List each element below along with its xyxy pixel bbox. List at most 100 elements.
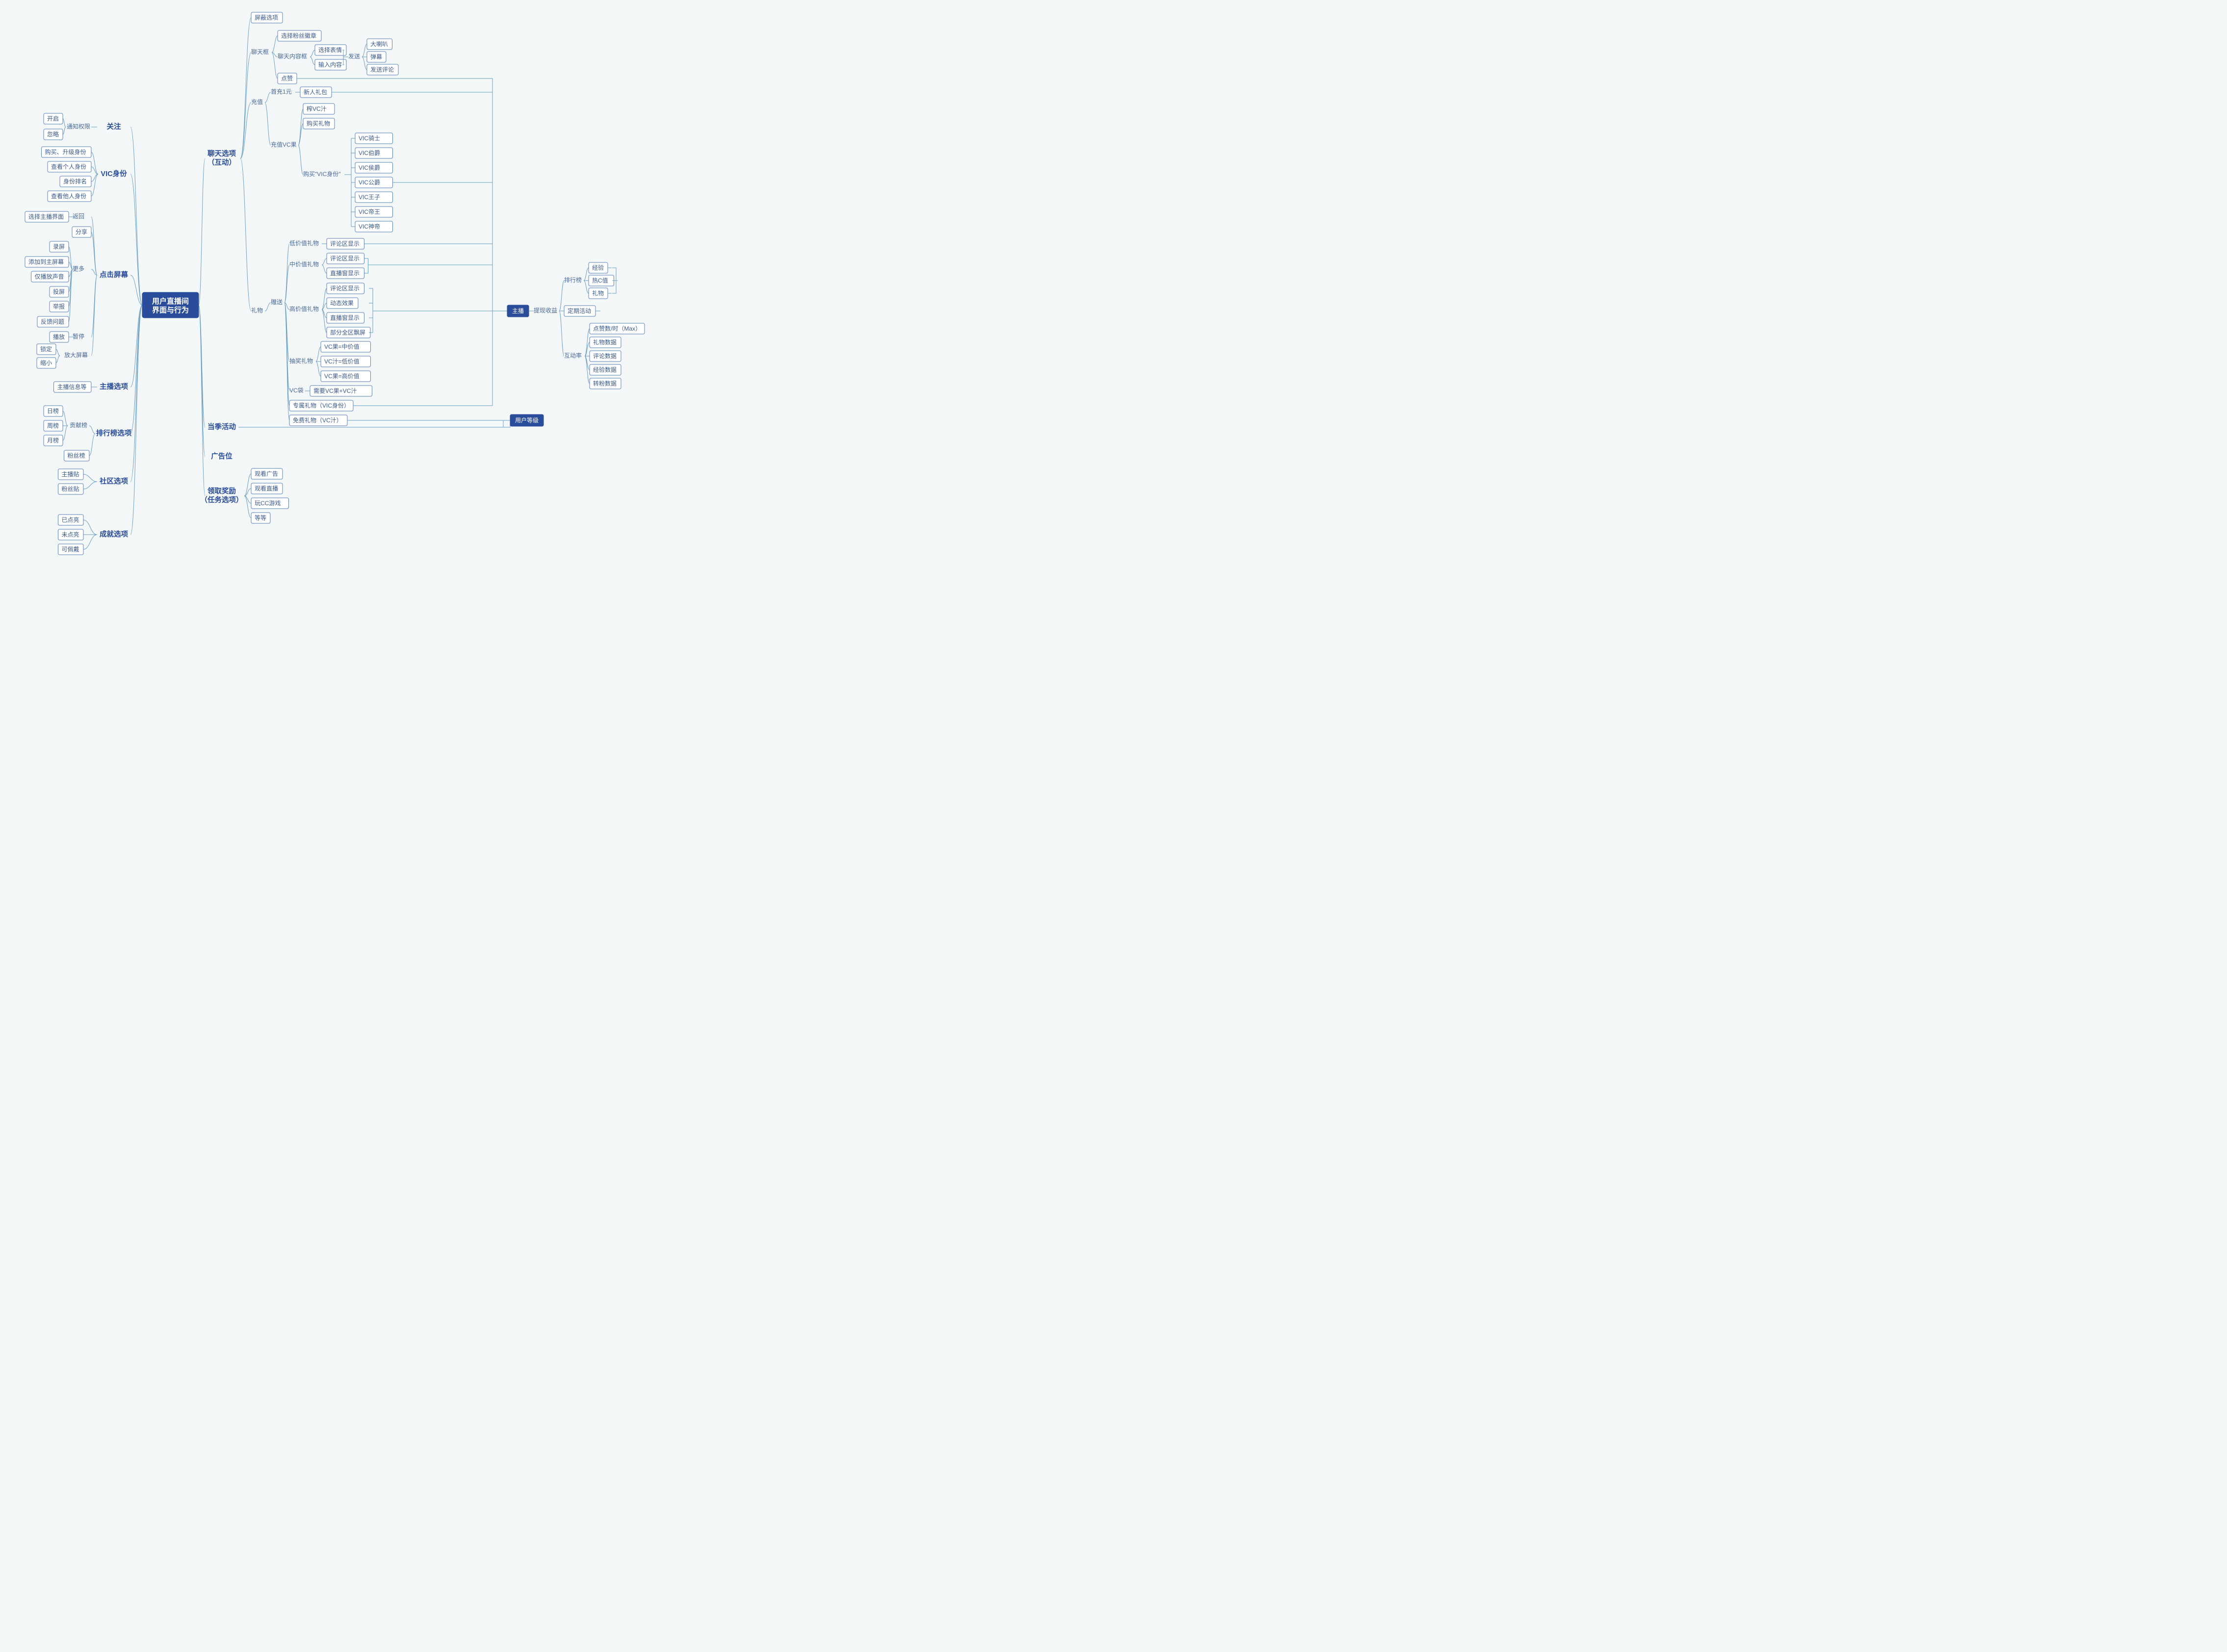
svg-text:点赞: 点赞	[281, 75, 293, 82]
svg-text:分享: 分享	[76, 228, 87, 235]
svg-text:粉丝榜: 粉丝榜	[68, 452, 85, 459]
svg-text:提现收益: 提现收益	[534, 307, 557, 314]
svg-text:购买"VIC身份": 购买"VIC身份"	[303, 170, 341, 178]
svg-text:评论区显示: 评论区显示	[330, 255, 360, 262]
svg-text:充值: 充值	[251, 98, 263, 105]
svg-text:购买、升级身份: 购买、升级身份	[45, 148, 86, 155]
svg-text:礼物数据: 礼物数据	[593, 338, 617, 346]
svg-text:选择表情: 选择表情	[318, 47, 342, 53]
svg-text:需要VC果+VC汁: 需要VC果+VC汁	[313, 387, 357, 394]
svg-text:发送: 发送	[348, 52, 360, 60]
svg-text:点击屏幕: 点击屏幕	[100, 270, 128, 279]
svg-text:通知权限: 通知权限	[67, 123, 90, 130]
svg-text:排行榜选项: 排行榜选项	[96, 429, 132, 438]
svg-text:身份排名: 身份排名	[63, 178, 87, 185]
svg-text:VIC王子: VIC王子	[359, 194, 380, 201]
svg-text:动态效果: 动态效果	[330, 299, 354, 307]
svg-text:界面与行为: 界面与行为	[152, 306, 189, 314]
svg-text:反馈问题: 反馈问题	[41, 318, 64, 325]
svg-text:大喇叭: 大喇叭	[370, 40, 388, 48]
svg-text:发送评论: 发送评论	[370, 66, 394, 73]
svg-text:关注: 关注	[107, 122, 121, 131]
svg-text:新人礼包: 新人礼包	[304, 88, 327, 96]
svg-text:举报: 举报	[53, 303, 65, 310]
svg-text:购买礼物: 购买礼物	[307, 120, 330, 127]
svg-text:主播选项: 主播选项	[100, 382, 128, 391]
svg-text:热C值: 热C值	[592, 277, 608, 284]
svg-text:返回: 返回	[73, 213, 84, 220]
svg-text:VC袋: VC袋	[289, 387, 304, 394]
svg-text:暂停: 暂停	[73, 333, 84, 340]
svg-text:等等: 等等	[255, 515, 266, 521]
svg-text:评论数据: 评论数据	[593, 352, 617, 360]
svg-text:当季活动: 当季活动	[207, 422, 236, 431]
svg-text:更多: 更多	[73, 265, 84, 272]
svg-text:VIC帝王: VIC帝王	[359, 208, 380, 215]
svg-text:排行榜: 排行榜	[564, 276, 582, 284]
svg-text:缩小: 缩小	[40, 359, 52, 366]
svg-text:已点亮: 已点亮	[62, 516, 79, 523]
svg-text:用户直播间: 用户直播间	[152, 297, 189, 306]
svg-text:赠送: 赠送	[271, 298, 283, 306]
svg-text:评论区显示: 评论区显示	[330, 285, 360, 292]
svg-text:VC果=高价值: VC果=高价值	[324, 372, 360, 380]
svg-text:可佩戴: 可佩戴	[62, 545, 79, 553]
svg-text:转粉数据: 转粉数据	[593, 380, 617, 387]
svg-text:榨VC汁: 榨VC汁	[307, 105, 327, 112]
svg-text:礼物: 礼物	[251, 307, 263, 314]
svg-text:输入内容: 输入内容	[318, 61, 342, 68]
svg-text:低价值礼物: 低价值礼物	[289, 239, 319, 247]
svg-text:（互动）: （互动）	[207, 158, 236, 167]
svg-text:领取奖励: 领取奖励	[207, 487, 236, 495]
svg-text:首充1元: 首充1元	[271, 88, 292, 95]
svg-text:开启: 开启	[47, 115, 59, 122]
svg-text:玩CC游戏: 玩CC游戏	[255, 500, 281, 507]
svg-text:忽略: 忽略	[47, 130, 59, 138]
svg-text:录屏: 录屏	[53, 243, 65, 250]
svg-text:选择粉丝徽章: 选择粉丝徽章	[281, 32, 316, 39]
svg-text:用户等级: 用户等级	[515, 416, 539, 424]
svg-text:弹幕: 弹幕	[370, 53, 382, 60]
svg-text:直播窗显示: 直播窗显示	[330, 270, 360, 277]
svg-text:经验: 经验	[592, 264, 604, 271]
svg-text:VC果=中价值: VC果=中价值	[324, 343, 360, 350]
svg-text:主播贴: 主播贴	[62, 471, 79, 478]
svg-text:部分全区飘屏: 部分全区飘屏	[330, 329, 365, 336]
svg-text:月榜: 月榜	[47, 437, 59, 444]
svg-text:VIC身份: VIC身份	[101, 169, 127, 178]
svg-text:互动率: 互动率	[564, 352, 582, 359]
svg-text:高价值礼物: 高价值礼物	[289, 305, 319, 312]
svg-text:主播: 主播	[512, 308, 524, 314]
svg-text:VIC伯爵: VIC伯爵	[359, 149, 380, 156]
svg-text:粉丝贴: 粉丝贴	[62, 486, 79, 492]
svg-text:抽奖礼物: 抽奖礼物	[289, 357, 313, 364]
svg-text:VIC神帝: VIC神帝	[359, 223, 380, 230]
svg-text:屏蔽选项: 屏蔽选项	[255, 14, 278, 21]
svg-text:定期活动: 定期活动	[568, 307, 591, 314]
svg-text:观看直播: 观看直播	[255, 485, 278, 492]
svg-text:聊天框: 聊天框	[251, 49, 269, 55]
svg-text:广告位: 广告位	[211, 452, 233, 461]
svg-text:放大屏幕: 放大屏幕	[64, 351, 88, 359]
svg-text:播放: 播放	[53, 333, 65, 340]
svg-text:周榜: 周榜	[47, 422, 59, 429]
svg-text:VIC骑士: VIC骑士	[359, 135, 380, 142]
svg-text:聊天内容框: 聊天内容框	[278, 52, 307, 60]
svg-text:专属礼物（VIC身份）: 专属礼物（VIC身份）	[293, 402, 350, 409]
svg-text:直播窗显示: 直播窗显示	[330, 314, 360, 321]
svg-text:中价值礼物: 中价值礼物	[289, 260, 319, 268]
svg-text:仅播放声音: 仅播放声音	[35, 273, 64, 280]
svg-text:主播信息等: 主播信息等	[57, 383, 87, 390]
svg-text:VIC侯爵: VIC侯爵	[359, 164, 380, 171]
svg-text:投屏: 投屏	[53, 288, 65, 295]
svg-text:免费礼物（VC汁）: 免费礼物（VC汁）	[293, 416, 342, 424]
svg-text:（任务选项）: （任务选项）	[201, 495, 243, 504]
svg-text:未点亮: 未点亮	[62, 531, 79, 538]
svg-text:查看个人身份: 查看个人身份	[51, 163, 86, 170]
svg-text:VIC公爵: VIC公爵	[359, 179, 380, 186]
svg-text:查看他人身份: 查看他人身份	[51, 192, 86, 200]
svg-text:贡献榜: 贡献榜	[70, 421, 87, 429]
svg-text:聊天选项: 聊天选项	[207, 149, 236, 158]
svg-text:日榜: 日榜	[47, 407, 59, 414]
svg-text:经验数据: 经验数据	[593, 366, 617, 373]
